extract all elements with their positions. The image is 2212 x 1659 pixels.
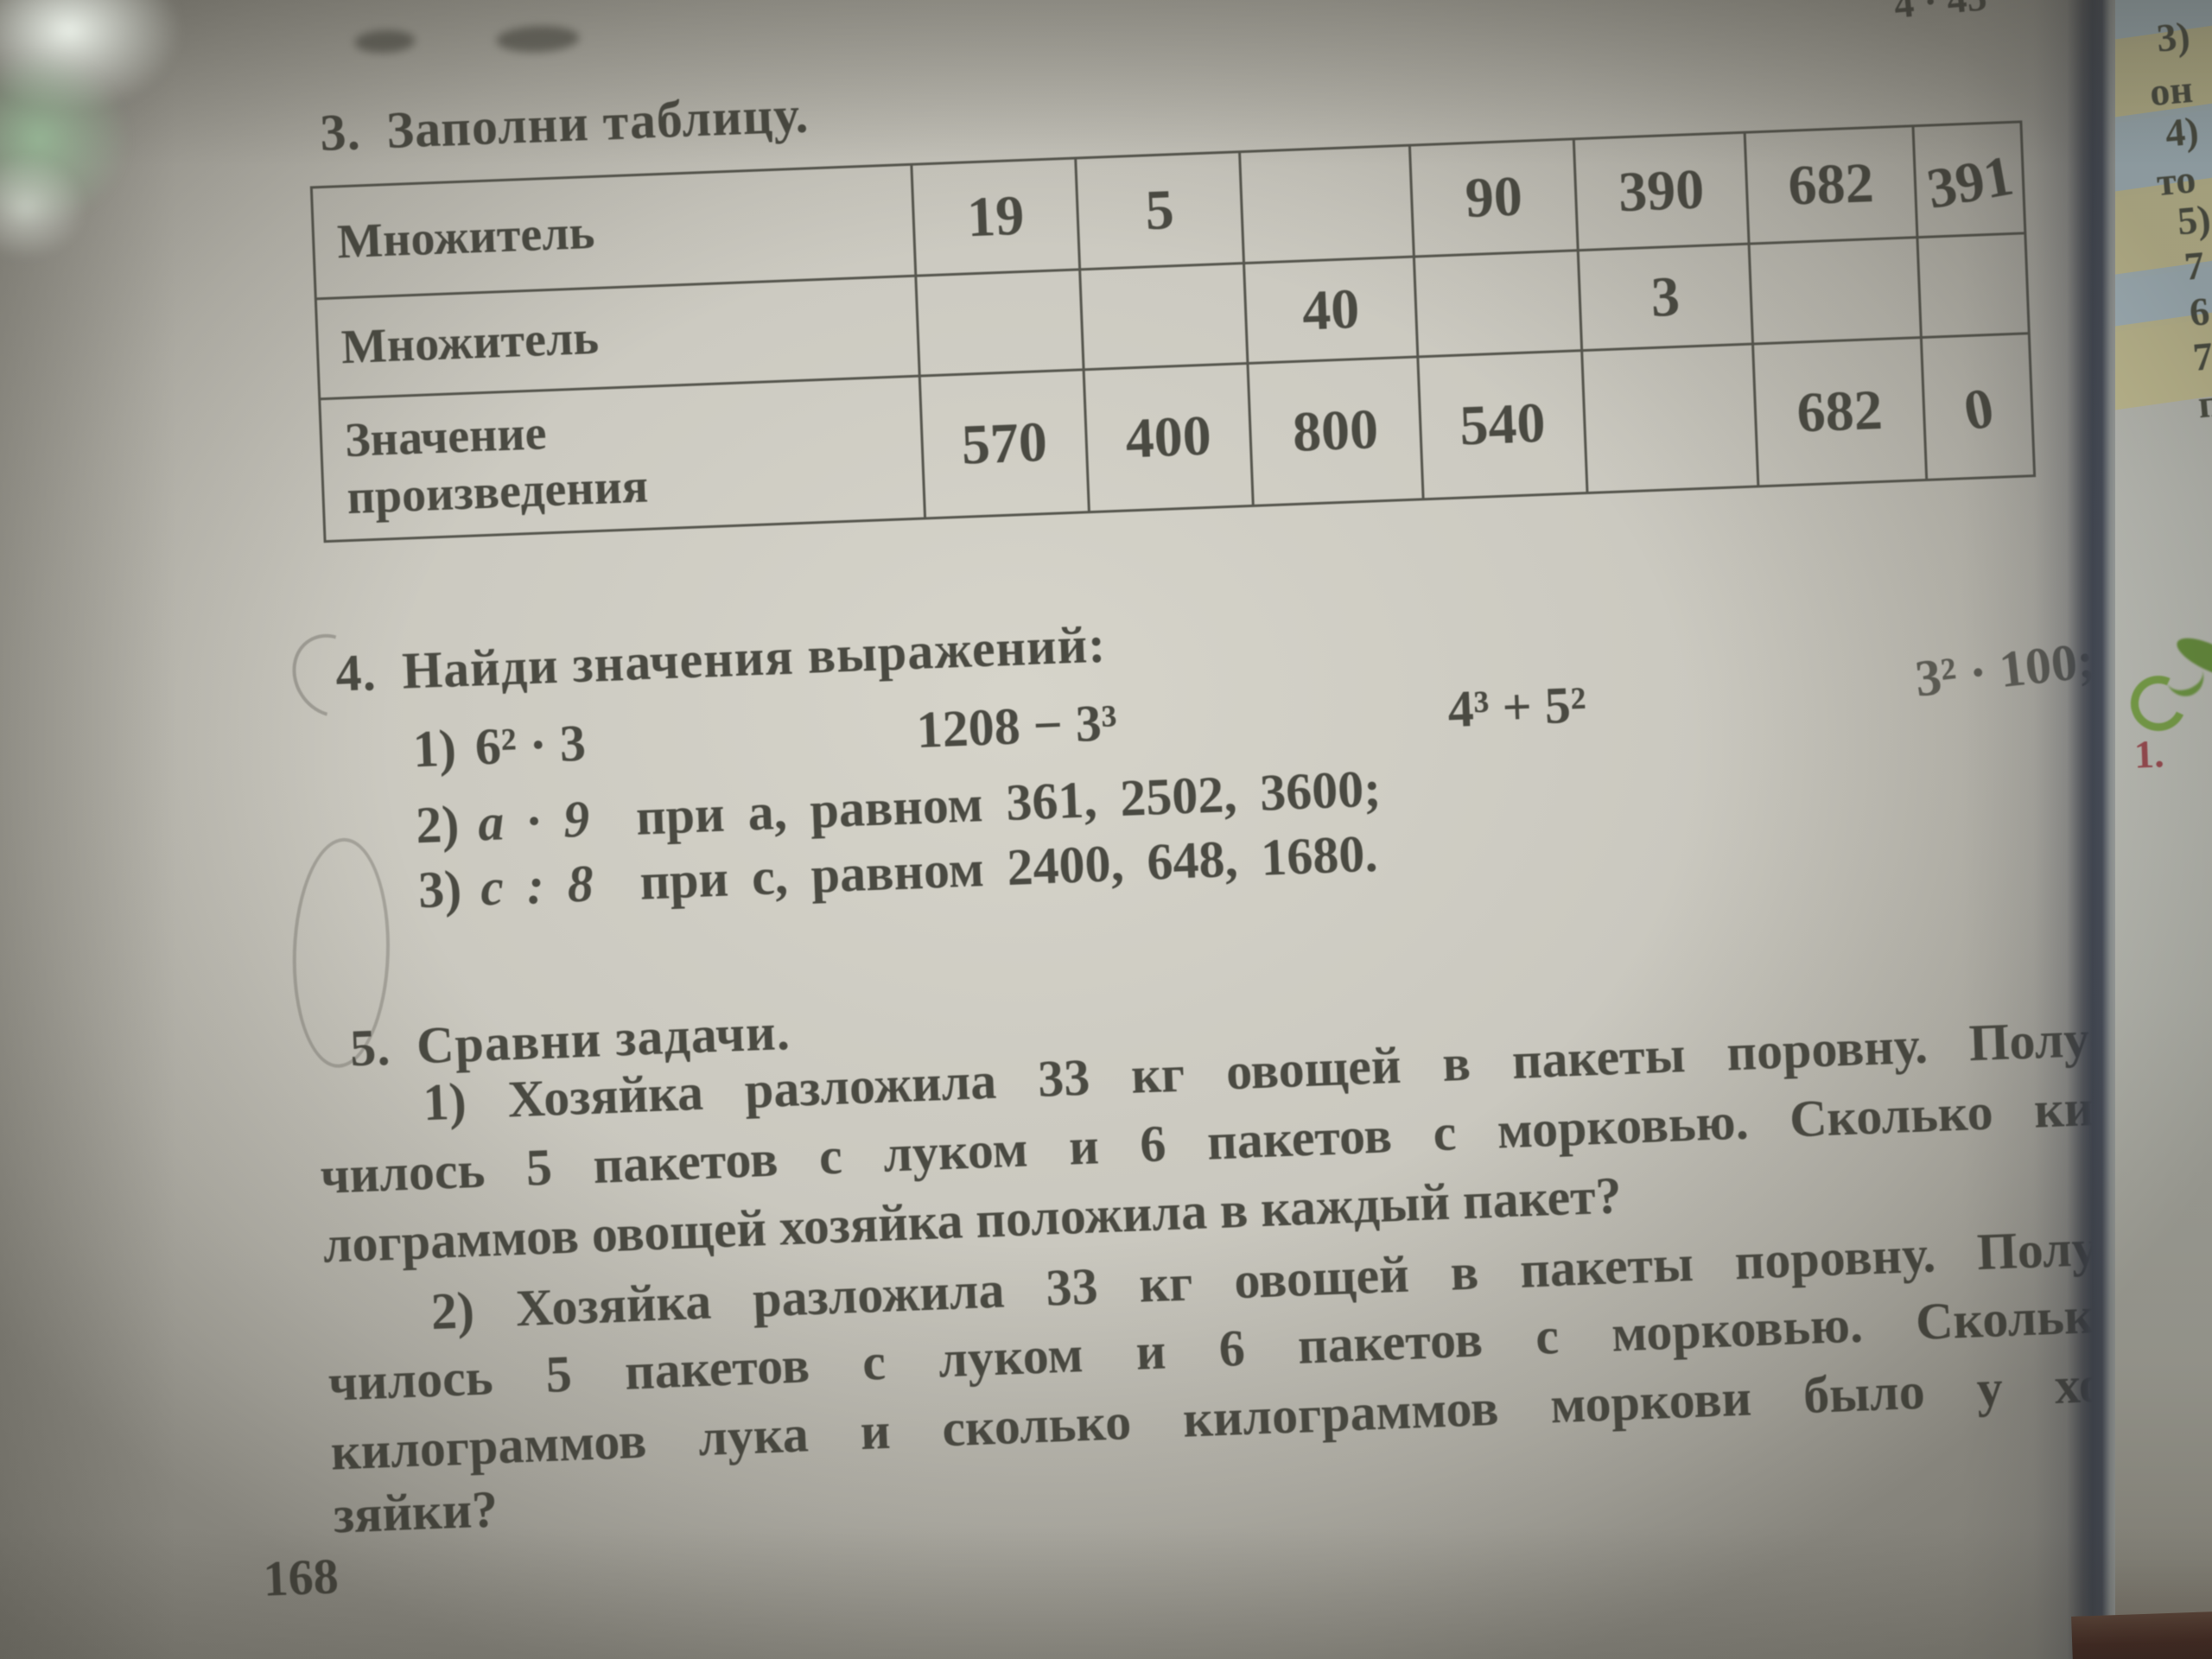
task4-number: 4. — [334, 644, 378, 702]
page-edge-smudge — [353, 29, 416, 54]
next-page-text: 5) — [2175, 196, 2212, 244]
table-cell: 682 — [1745, 125, 1917, 245]
page-number: 168 — [262, 1548, 340, 1607]
table-cell: 400 — [1084, 363, 1254, 512]
table-cell — [1079, 263, 1248, 370]
page-gutter-shadow — [1961, 0, 2121, 1659]
next-page-text: 7 — [2182, 243, 2207, 289]
multiplication-table: Множитель 19 5 90 390 682 391 Множитель … — [310, 120, 2036, 543]
table-cell: 90 — [1409, 138, 1579, 257]
table-surface-corner — [2071, 1611, 2212, 1659]
next-page-text: 4) — [2163, 108, 2201, 156]
problem2-line: зяйки? — [332, 1480, 499, 1544]
expression-2: 1208 − 3³ — [915, 694, 1118, 760]
expression-1: 1) 6² · 3 — [411, 714, 588, 779]
table-cell: 682 — [1752, 337, 1927, 486]
table-cell — [1581, 344, 1758, 493]
page-edge-smudge — [495, 24, 580, 54]
table-cell: 3 — [1578, 244, 1753, 351]
table-cell: 800 — [1247, 356, 1424, 506]
table-cell: 40 — [1243, 257, 1418, 364]
task4-title: Найди значения выражений: — [401, 615, 1108, 700]
table-cell — [1749, 237, 1922, 345]
expression-3: 4³ + 5² — [1446, 676, 1587, 739]
next-page-edge: 3) он 4) то 5) 7 6 7 п 1. — [2115, 0, 2212, 1659]
table-cell: 390 — [1573, 132, 1750, 251]
table-cell: 540 — [1417, 350, 1588, 499]
task4-heading: 4. Найди значения выражений: — [334, 615, 1107, 704]
next-page-text: 6 — [2187, 289, 2212, 334]
table-cell: 570 — [919, 369, 1090, 518]
table-cell: 19 — [911, 157, 1080, 276]
table-cell: 5 — [1075, 151, 1244, 270]
row-label: Значение произведения — [319, 376, 925, 542]
task3-title: Заполни таблицу. — [385, 86, 810, 160]
task5-number: 5. — [348, 1018, 392, 1077]
task3-heading: 3. Заполни таблицу. — [319, 85, 810, 163]
next-page-red-number: 1. — [2133, 731, 2165, 777]
task3-number: 3. — [319, 103, 362, 162]
next-page-text: 7 — [2190, 334, 2212, 379]
next-page-text: п — [2196, 379, 2212, 427]
table-cell — [1414, 250, 1582, 357]
next-page-text: 3) — [2154, 13, 2192, 60]
table-cell — [1239, 145, 1414, 264]
table-cell — [915, 269, 1084, 377]
